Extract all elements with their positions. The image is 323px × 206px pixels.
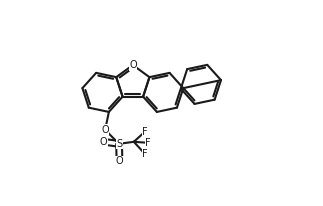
Text: O: O: [129, 60, 137, 70]
Text: O: O: [101, 125, 109, 135]
Text: O: O: [100, 137, 108, 147]
Text: O: O: [116, 156, 123, 166]
Text: F: F: [142, 149, 148, 159]
Text: F: F: [145, 138, 151, 148]
Text: S: S: [116, 139, 122, 149]
Text: F: F: [142, 126, 148, 137]
